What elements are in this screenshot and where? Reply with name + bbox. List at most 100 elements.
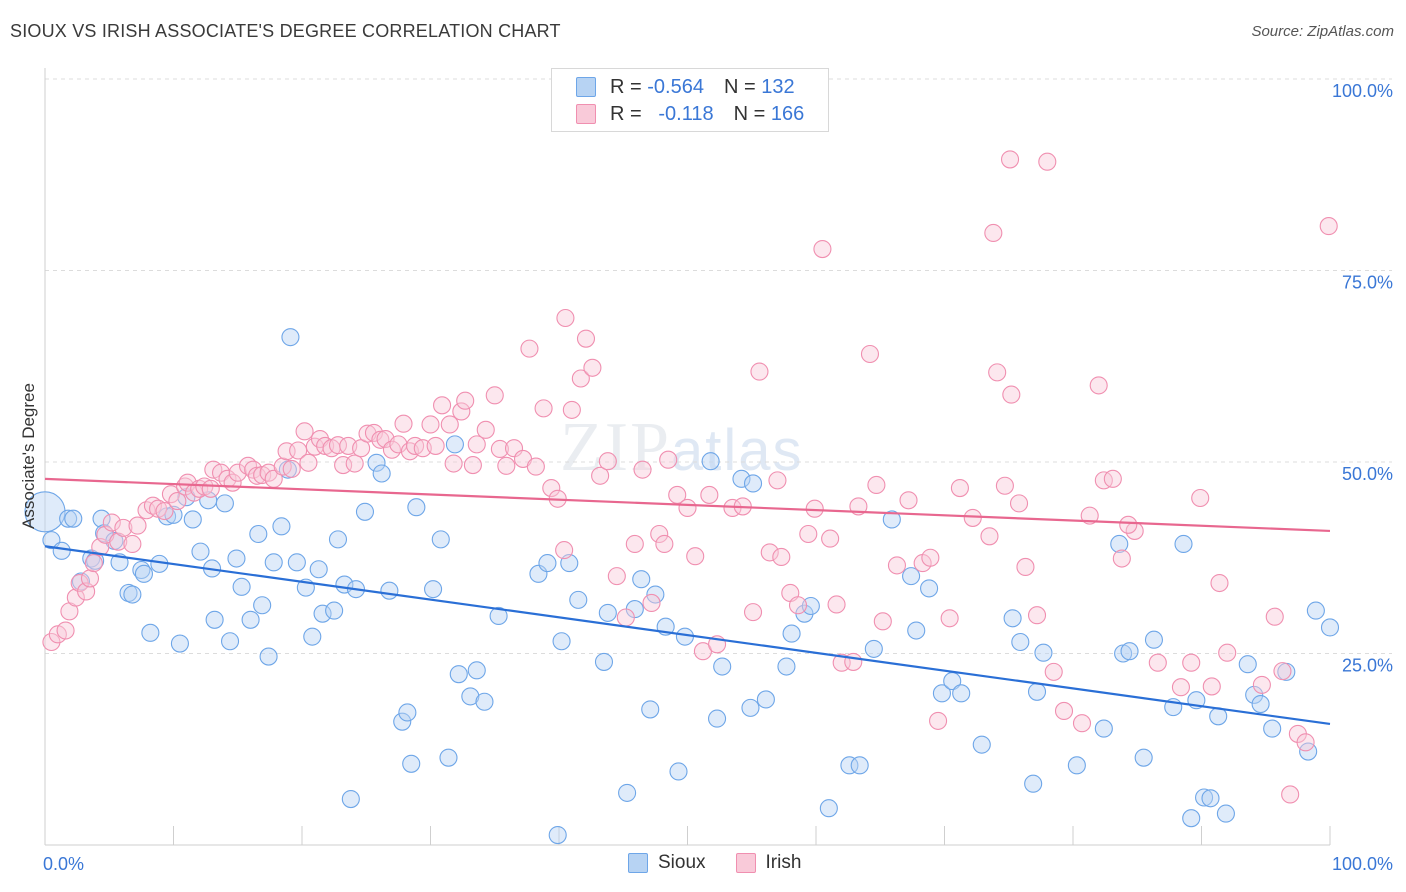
sioux-point — [819, 799, 838, 818]
irish-point — [201, 479, 220, 498]
sioux-point — [1174, 534, 1193, 554]
chart-title: SIOUX VS IRISH ASSOCIATE'S DEGREE CORREL… — [10, 21, 561, 41]
irish-point — [686, 547, 705, 566]
sioux-point — [445, 435, 464, 454]
irish-point — [66, 588, 85, 607]
sioux-point — [467, 661, 486, 680]
irish-point — [109, 532, 128, 551]
sioux-point — [309, 560, 328, 579]
irish-point — [456, 391, 475, 410]
sioux-point — [227, 549, 246, 568]
y-axis-label: Associate's Degree — [19, 383, 38, 529]
sioux-point — [932, 684, 951, 703]
sioux-point — [1216, 804, 1235, 823]
sioux-point — [191, 542, 210, 561]
sioux-point — [552, 632, 571, 651]
irish-point — [1054, 701, 1074, 721]
sioux-point — [1320, 618, 1340, 637]
irish-point — [768, 471, 787, 490]
sioux-point — [287, 553, 306, 572]
irish-point — [772, 547, 791, 567]
irish-point — [1016, 557, 1035, 576]
irish-point — [334, 456, 353, 475]
y-tick-label: 25.0% — [1342, 656, 1393, 676]
sioux-legend-swatch-icon — [628, 853, 648, 873]
sioux-point — [52, 541, 71, 560]
irish-point — [282, 459, 301, 478]
irish-point — [542, 478, 561, 498]
sioux-point — [402, 754, 421, 773]
irish-point — [371, 430, 390, 449]
series-legend: Sioux Irish — [628, 852, 801, 874]
irish-point — [760, 543, 779, 562]
sioux-point — [328, 530, 348, 549]
sioux-point — [1195, 788, 1214, 807]
sioux-point — [732, 469, 751, 488]
irish-point — [1094, 471, 1113, 490]
irish-point — [497, 456, 516, 475]
legend-r-label: R = — [610, 102, 642, 125]
sioux-point — [756, 690, 775, 709]
sioux-point — [708, 709, 727, 728]
sioux-point — [632, 570, 651, 589]
sioux-point — [1024, 774, 1043, 793]
irish-point — [289, 441, 308, 460]
sioux-point — [170, 634, 189, 653]
irish-point — [750, 362, 769, 381]
sioux-point — [701, 452, 720, 471]
sioux-point — [538, 554, 557, 573]
irish-point — [867, 475, 886, 495]
irish-point — [827, 595, 846, 614]
sioux-point — [439, 748, 458, 767]
irish-point — [1296, 733, 1315, 752]
x-tick-label: 100.0% — [1332, 854, 1393, 874]
sioux-point — [380, 581, 399, 600]
irish-point — [485, 386, 504, 405]
sioux-point — [713, 657, 732, 676]
legend-row-sioux: R = -0.564 N = 132 — [576, 74, 795, 100]
sioux-point — [1120, 642, 1139, 661]
irish-point — [1171, 678, 1190, 697]
irish-point — [128, 516, 147, 535]
legend-r-value: -0.118 — [658, 102, 714, 125]
sioux-point — [1144, 630, 1164, 649]
sioux-trend-line — [44, 545, 1331, 726]
legend-irish-label: Irish — [765, 852, 802, 873]
sioux-point — [569, 590, 588, 609]
irish-swatch-icon — [576, 104, 596, 124]
irish-point — [1103, 469, 1122, 488]
irish-point — [700, 485, 719, 504]
irish-point — [102, 513, 121, 532]
sioux-point — [777, 657, 796, 676]
irish-point — [137, 501, 156, 520]
irish-point — [995, 476, 1014, 495]
legend-r-label: R = — [610, 75, 642, 98]
sioux-point — [840, 756, 859, 775]
sioux-point — [1110, 534, 1129, 554]
sioux-point — [249, 524, 268, 544]
irish-point — [295, 422, 314, 441]
irish-point — [813, 240, 832, 259]
irish-point — [364, 423, 384, 442]
irish-point — [1044, 662, 1063, 681]
legend-r-value: -0.564 — [647, 75, 704, 98]
sioux-point — [548, 825, 567, 845]
series-sioux-points — [24, 328, 1340, 845]
irish-point — [583, 358, 602, 377]
legend-n-value: 166 — [770, 102, 805, 125]
irish-point — [743, 603, 763, 622]
sioux-point — [372, 464, 391, 483]
irish-point — [168, 492, 187, 511]
irish-point — [678, 498, 697, 518]
irish-point — [921, 548, 940, 567]
irish-point — [421, 415, 440, 434]
irish-point — [1281, 785, 1300, 804]
sioux-point — [134, 564, 153, 583]
sioux-point — [398, 703, 417, 722]
sioux-point — [1306, 601, 1325, 620]
sioux-point — [1094, 719, 1113, 738]
sioux-point — [1182, 809, 1201, 828]
irish-point — [42, 632, 61, 652]
irish-point — [467, 435, 486, 454]
irish-point — [1009, 494, 1029, 513]
